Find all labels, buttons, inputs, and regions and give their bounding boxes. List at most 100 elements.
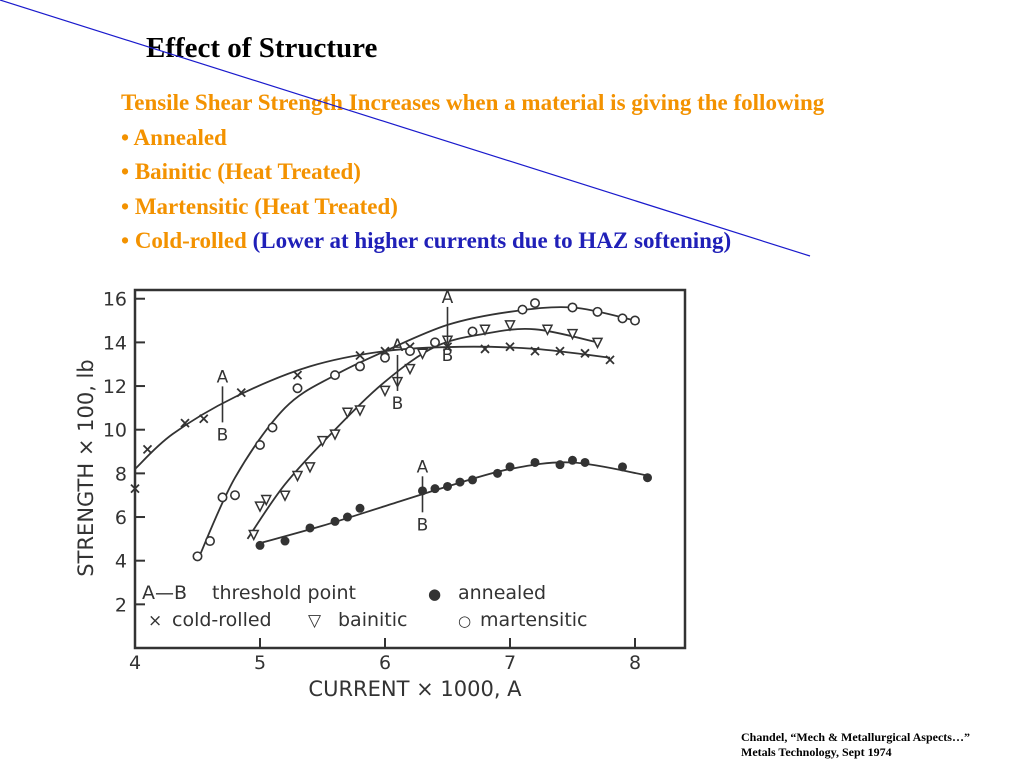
legend-annealed-label: annealed	[458, 582, 546, 604]
strength-vs-current-chart: 4 5 6 7 8 2 4 6 8 10 12 14 16 A B A B A B A B STRENGTH × 10…	[74, 288, 687, 701]
bullet-annealed: • Annealed	[121, 121, 824, 156]
annealed-point	[505, 462, 515, 472]
bullet-list: Tensile Shear Strength Increases when a …	[121, 86, 824, 259]
annealed-point	[430, 484, 440, 494]
cold-rolled-point	[130, 484, 140, 494]
martensitic-point	[629, 315, 640, 326]
annealed-point	[643, 473, 652, 483]
bullet-cold-rolled: • Cold-rolled (Lower at higher currents …	[121, 224, 824, 259]
bullet-marker: •	[121, 193, 130, 219]
bainitic-point	[541, 324, 554, 336]
annealed-point	[555, 460, 565, 470]
bullet-text: Bainitic (Heat Treated)	[134, 159, 361, 184]
cold-rolled-point	[180, 418, 190, 428]
martensitic-point	[205, 536, 216, 547]
bullet-martensitic: • Martensitic (Heat Treated)	[121, 190, 824, 225]
bainitic-point	[279, 490, 291, 502]
y-tick-label: 14	[103, 332, 127, 354]
bainitic-point	[260, 494, 272, 507]
annealed-point	[455, 477, 465, 487]
annealed-threshold-a: A	[417, 457, 429, 477]
legend-cold-rolled-label: cold-rolled	[172, 609, 272, 631]
martensitic-threshold-a: A	[442, 288, 454, 308]
annealed-threshold-b: B	[417, 515, 429, 535]
annealed-point	[618, 462, 627, 472]
annealed-curve	[259, 461, 648, 545]
cold-rolled-point	[555, 346, 565, 356]
annealed-point	[568, 455, 577, 465]
y-tick-label: 8	[115, 463, 127, 485]
y-tick-label: 16	[103, 289, 127, 311]
bainitic-point	[341, 407, 354, 419]
martensitic-point	[517, 304, 528, 315]
x-tick-label: 6	[379, 652, 391, 674]
martensitic-point	[329, 370, 340, 381]
bainitic-point	[416, 348, 429, 360]
cold-rolled-curve	[134, 345, 611, 470]
bainitic-curve	[246, 328, 598, 540]
annealed-point	[343, 512, 352, 522]
bainitic-point	[504, 320, 516, 332]
y-tick-label: 2	[115, 594, 127, 616]
bainitic-point	[566, 328, 579, 341]
bullet-marker: •	[121, 228, 130, 253]
martensitic-point	[467, 326, 478, 337]
x-tick-label: 7	[504, 652, 516, 674]
bullet-marker: •	[121, 124, 130, 150]
bainitic-threshold-a: A	[392, 336, 404, 356]
martensitic-point	[592, 306, 603, 317]
x-axis-label: CURRENT × 1000, A	[308, 677, 522, 701]
cold-rolled-point	[199, 414, 209, 424]
martensitic-point	[230, 490, 241, 501]
cold-rolled-threshold-a: A	[217, 367, 229, 387]
y-tick-label: 4	[115, 551, 127, 573]
martensitic-point	[354, 361, 365, 372]
bainitic-point	[304, 462, 316, 474]
annealed-point	[493, 468, 502, 478]
martensitic-point	[217, 492, 228, 503]
cold-rolled-point	[236, 387, 246, 398]
x-tick-label: 5	[254, 652, 266, 674]
haz-note: (Lower at higher currents due to HAZ sof…	[252, 228, 732, 253]
cold-rolled-point	[292, 370, 303, 380]
annealed-point	[305, 523, 315, 533]
annealed-point	[330, 516, 340, 526]
martensitic-point	[617, 313, 628, 324]
axis-ticks: 4 5 6 7 8 2 4 6 8 10 12 14 16	[103, 289, 641, 674]
y-axis-label: STRENGTH × 100, lb	[74, 359, 98, 576]
cold-rolled-point	[530, 346, 540, 356]
citation-line-2: Metals Technology, Sept 1974	[741, 745, 892, 759]
bainitic-point	[291, 470, 304, 483]
martensitic-point	[255, 439, 266, 450]
bainitic-point	[316, 435, 329, 448]
annealed-point	[530, 457, 540, 467]
threshold-marks: A B A B A B A B	[217, 288, 454, 535]
x-tick-label: 4	[129, 652, 141, 674]
bullet-marker: •	[121, 159, 130, 184]
bullet-bainitic: • Bainitic (Heat Treated)	[121, 155, 824, 190]
x-tick-label: 8	[629, 652, 641, 674]
bainitic-point	[329, 429, 341, 441]
cold-rolled-point	[142, 444, 153, 454]
y-tick-label: 12	[103, 376, 127, 398]
legend-martensitic-label: martensitic	[480, 609, 588, 631]
cold-rolled-point	[580, 348, 590, 358]
legend-threshold-symbol: A—B	[142, 582, 187, 604]
martensitic-point	[567, 302, 578, 313]
legend-bainitic-label: bainitic	[338, 609, 407, 631]
martensitic-point	[529, 298, 540, 309]
y-tick-label: 6	[115, 507, 127, 529]
cold-rolled-point	[505, 342, 515, 352]
data-marks	[130, 298, 652, 562]
bainitic-threshold-b: B	[392, 394, 404, 414]
legend-threshold-label: threshold point	[212, 582, 356, 604]
legend-annealed-symbol: ●	[428, 585, 441, 603]
bainitic-point	[248, 529, 260, 542]
annealed-point	[468, 475, 477, 485]
cold-rolled-point	[605, 355, 615, 365]
bullet-text: Cold-rolled	[134, 228, 247, 253]
bainitic-point	[379, 385, 391, 398]
martensitic-point	[379, 352, 390, 363]
annealed-point	[255, 540, 265, 550]
bainitic-point	[479, 324, 491, 336]
